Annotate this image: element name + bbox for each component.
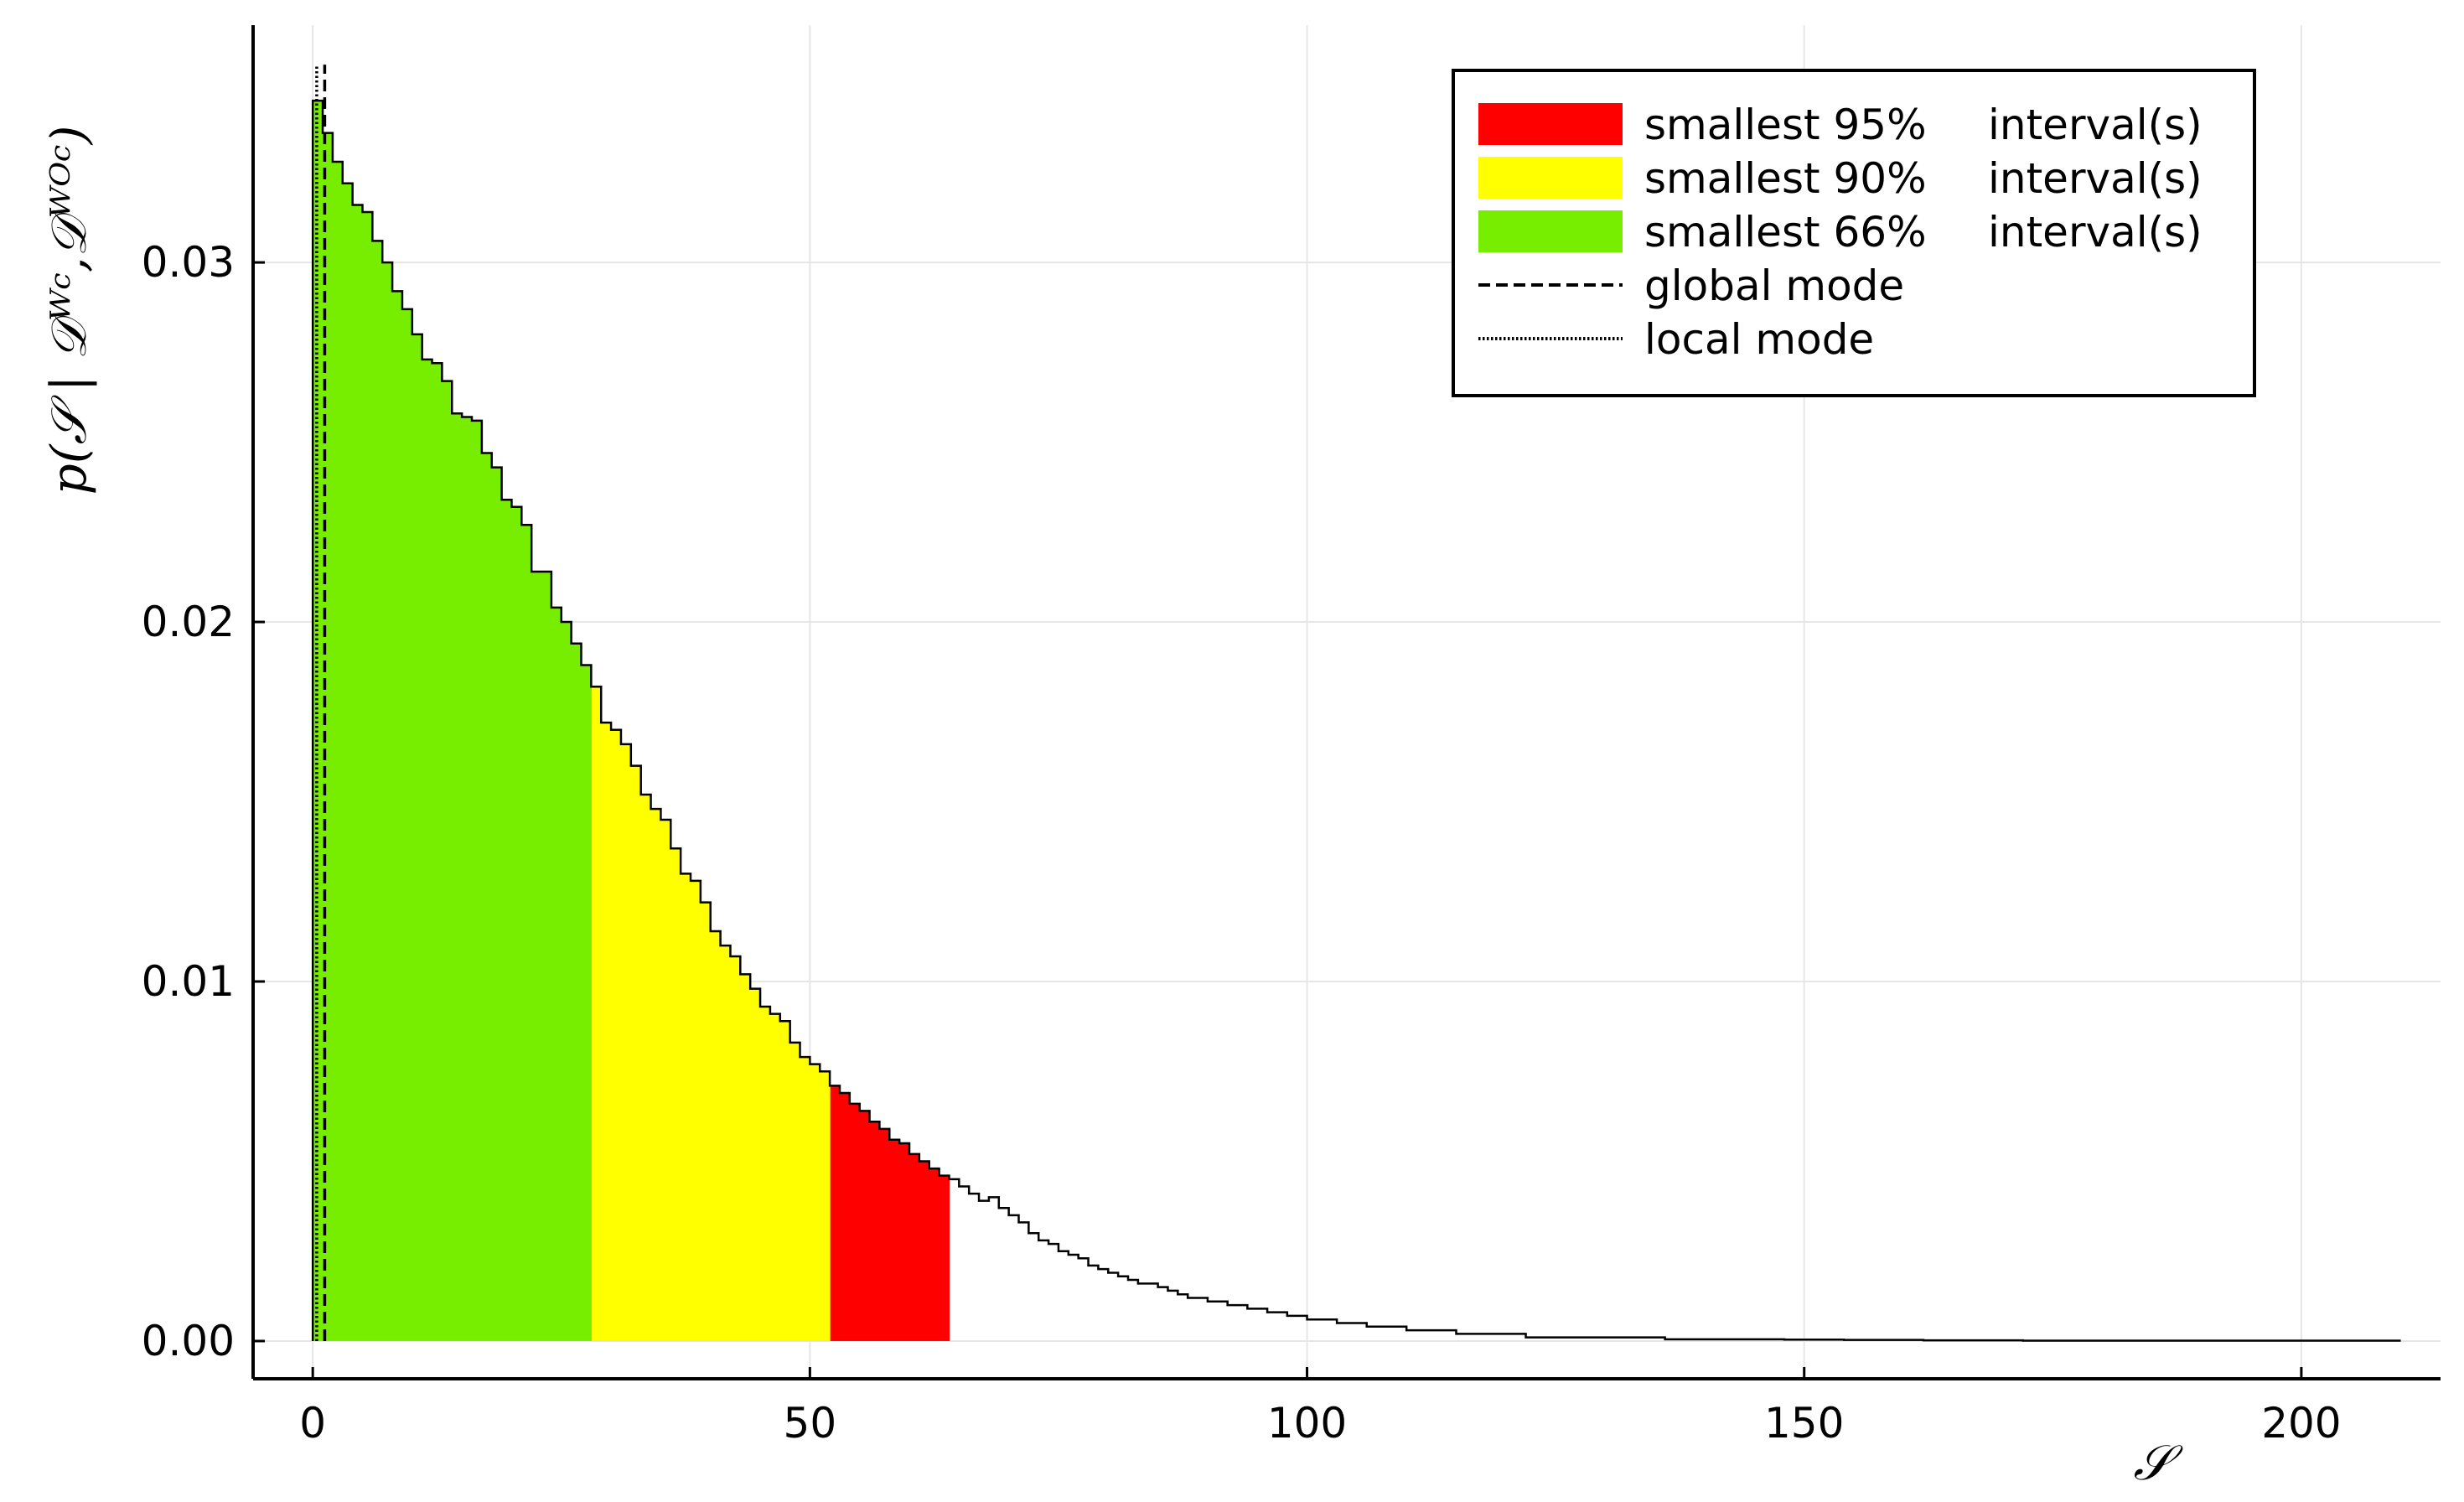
interval-bar-2 xyxy=(332,162,344,1341)
interval-bar-2 xyxy=(382,262,393,1341)
y-tick-label: 0.02 xyxy=(142,598,235,646)
interval-bar-0 xyxy=(909,1153,920,1341)
tick-labels: 0 50 100 150 200 0.00 0.01 0.02 0.03 xyxy=(142,238,2342,1448)
interval-bar-1 xyxy=(769,1013,781,1341)
interval-bar-2 xyxy=(541,572,552,1341)
interval-bar-1 xyxy=(601,723,612,1341)
interval-bar-0 xyxy=(919,1161,930,1341)
legend-label: smallest 90% xyxy=(1644,154,1927,203)
legend-label: smallest 95% xyxy=(1644,101,1927,149)
interval-bar-2 xyxy=(561,622,572,1341)
x-tick-label: 100 xyxy=(1267,1399,1347,1448)
y-tick-label: 0.03 xyxy=(142,238,235,287)
y-tick-label: 0.01 xyxy=(142,957,235,1006)
interval-bar-1 xyxy=(710,930,722,1341)
x-tick-label: 50 xyxy=(784,1399,837,1448)
interval-bar-1 xyxy=(591,686,602,1341)
interval-bar-0 xyxy=(830,1085,841,1341)
interval-bar-0 xyxy=(879,1128,890,1341)
interval-bar-1 xyxy=(760,1007,771,1341)
interval-bar-1 xyxy=(789,1042,801,1341)
interval-bar-2 xyxy=(501,500,513,1341)
interval-bar-2 xyxy=(422,359,433,1341)
interval-fills xyxy=(313,101,950,1341)
interval-bar-2 xyxy=(372,241,383,1341)
interval-bar-0 xyxy=(859,1111,871,1341)
x-axis-label: 𝒮 xyxy=(2134,1434,2184,1491)
interval-bar-1 xyxy=(691,880,701,1341)
x-tick-label: 200 xyxy=(2261,1399,2341,1448)
interval-bar-2 xyxy=(362,212,373,1341)
legend-label: global mode xyxy=(1644,262,1904,310)
axes xyxy=(251,25,2441,1380)
y-axis-label: p(𝒮 | 𝒟ᵂᶜ,𝒟ᵂᴼᶜ) xyxy=(40,126,97,495)
interval-bar-1 xyxy=(820,1071,831,1341)
interval-bar-2 xyxy=(491,467,503,1341)
legend-label-suffix: interval(s) xyxy=(1988,208,2203,256)
mode-lines xyxy=(315,65,327,1341)
x-tick-label: 150 xyxy=(1764,1399,1844,1448)
interval-bar-1 xyxy=(681,873,691,1341)
interval-bar-2 xyxy=(401,308,413,1341)
legend-label-suffix: interval(s) xyxy=(1988,101,2203,149)
interval-bar-2 xyxy=(581,665,592,1341)
interval-bar-0 xyxy=(889,1139,900,1341)
histogram-outline xyxy=(311,99,2401,1342)
interval-bar-2 xyxy=(432,363,443,1341)
interval-bar-0 xyxy=(869,1121,881,1341)
interval-bar-1 xyxy=(720,945,732,1341)
interval-bar-2 xyxy=(551,607,562,1341)
legend-swatch xyxy=(1478,210,1623,252)
legend: smallest 95% interval(s) smallest 90% inter… xyxy=(1452,69,2256,397)
interval-bar-1 xyxy=(800,1057,810,1341)
interval-bar-0 xyxy=(849,1103,861,1341)
interval-bar-1 xyxy=(640,794,652,1341)
interval-bar-0 xyxy=(899,1143,910,1341)
x-tick-label: 0 xyxy=(299,1399,326,1448)
interval-bar-2 xyxy=(342,183,354,1341)
interval-bar-1 xyxy=(660,819,671,1341)
interval-bar-2 xyxy=(511,506,522,1341)
legend-swatch xyxy=(1478,103,1623,145)
legend-label-suffix: interval(s) xyxy=(1988,154,2203,203)
interval-bar-1 xyxy=(630,765,642,1341)
legend-label: smallest 66% xyxy=(1644,208,1927,256)
legend-label: local mode xyxy=(1644,315,1874,364)
interval-bar-2 xyxy=(472,420,483,1341)
interval-bar-0 xyxy=(929,1168,940,1341)
interval-bar-1 xyxy=(670,848,681,1341)
interval-bar-2 xyxy=(462,417,473,1341)
interval-bar-2 xyxy=(412,334,423,1341)
interval-bar-2 xyxy=(392,291,403,1341)
interval-bar-1 xyxy=(700,902,712,1341)
y-tick-label: 0.00 xyxy=(142,1317,235,1365)
interval-bar-2 xyxy=(442,381,453,1341)
interval-bar-0 xyxy=(839,1092,851,1341)
interval-bar-2 xyxy=(521,525,532,1341)
interval-bar-1 xyxy=(611,729,622,1341)
interval-bar-1 xyxy=(750,988,761,1341)
interval-bar-1 xyxy=(810,1064,820,1341)
interval-bar-2 xyxy=(481,453,493,1341)
interval-bar-1 xyxy=(650,809,662,1341)
interval-bar-2 xyxy=(352,205,364,1341)
interval-bar-1 xyxy=(779,1021,791,1341)
interval-bar-2 xyxy=(571,643,582,1341)
interval-bar-1 xyxy=(740,974,751,1341)
interval-bar-0 xyxy=(939,1175,950,1341)
interval-bar-1 xyxy=(620,743,632,1341)
interval-bar-1 xyxy=(730,956,741,1341)
histogram-step-line xyxy=(311,99,2401,1342)
interval-bar-2 xyxy=(452,413,463,1341)
interval-bar-2 xyxy=(531,572,542,1341)
legend-swatch xyxy=(1478,157,1623,199)
